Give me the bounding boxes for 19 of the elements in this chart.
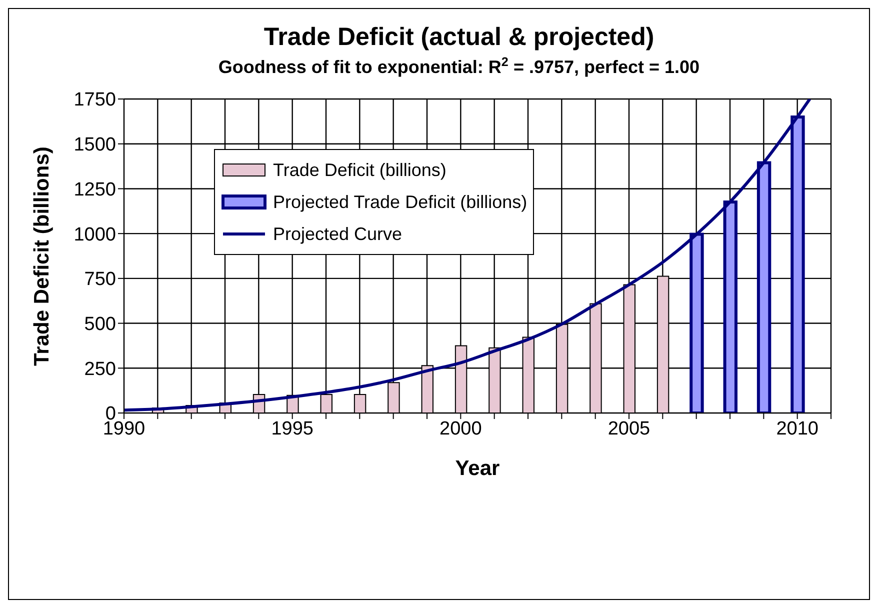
y-tick-label: 500 [84, 314, 116, 336]
x-tick-label: 2005 [608, 418, 650, 440]
y-tick-label: 1000 [74, 224, 116, 246]
x-axis-title: Year [455, 457, 500, 480]
chart-title: Trade Deficit (actual & projected) [264, 23, 654, 51]
legend-label: Projected Trade Deficit (billions) [273, 192, 528, 212]
line-series [124, 99, 812, 412]
x-tick-label: 2000 [440, 418, 482, 440]
x-tick-label: 2010 [776, 418, 818, 440]
chart-subtitle: Goodness of fit to exponential: R$^{2}$ = .9757, perfect = 1.00 [218, 55, 700, 77]
y-tick-label: 1250 [74, 179, 116, 200]
y-tick-label: 1750 [74, 90, 116, 111]
y-tick-label: 1500 [74, 134, 116, 156]
y-axis-title: Trade Deficit (billions) [30, 146, 54, 366]
legend-label: Trade Deficit (billions) [273, 160, 446, 180]
y-tick-label: 750 [84, 269, 116, 290]
x-tick-label: 1995 [271, 418, 314, 440]
y-tick-label: 250 [84, 358, 116, 380]
legend-label: Projected Curve [273, 224, 402, 244]
